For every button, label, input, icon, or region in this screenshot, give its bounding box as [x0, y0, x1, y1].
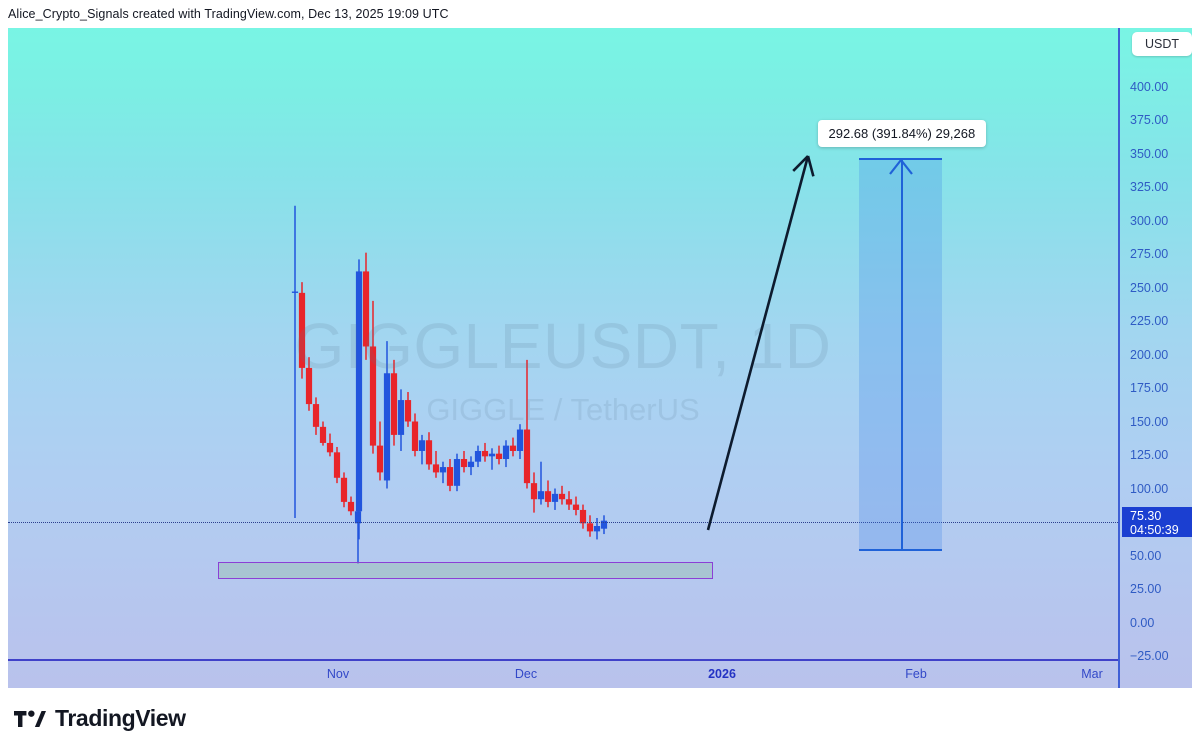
tradingview-wordmark: TradingView [55, 705, 186, 731]
price-tick: 300.00 [1130, 213, 1169, 228]
price-tick: 275.00 [1130, 247, 1169, 261]
tradingview-logo[interactable]: TradingView [14, 705, 186, 732]
current-price-badge: 75.30 04:50:39 [1122, 506, 1192, 537]
price-tick: 250.00 [1130, 280, 1169, 295]
bar-countdown: 04:50:39 [1130, 522, 1179, 537]
price-tick: 150.00 [1130, 414, 1169, 429]
price-tick: 375.00 [1130, 113, 1169, 127]
price-tick: 200.00 [1130, 347, 1169, 362]
price-tick: 400.00 [1130, 79, 1169, 94]
price-tick: 50.00 [1130, 548, 1162, 563]
time-tick: Feb [905, 667, 927, 681]
current-price-line [8, 521, 1118, 523]
price-tick: 350.00 [1130, 146, 1169, 161]
currency-tag[interactable]: USDT [1132, 32, 1192, 56]
price-tick: 25.00 [1130, 582, 1162, 596]
price-tick: 325.00 [1130, 180, 1169, 194]
footer: TradingView [0, 688, 1200, 747]
time-tick: Dec [514, 667, 538, 681]
price-tick: 175.00 [1130, 381, 1169, 395]
time-tick: Nov [326, 667, 350, 681]
tradingview-mark-icon [14, 709, 46, 727]
price-tick: 125.00 [1130, 448, 1169, 462]
projection-tooltip: 292.68 (391.84%) 29,268 [817, 120, 987, 147]
price-tick: 100.00 [1130, 481, 1169, 496]
price-tick: 0.00 [1130, 615, 1155, 630]
price-scale[interactable]: USDT 75.30 04:50:39 400.00 375.00 350.00 32… [1118, 28, 1192, 688]
attribution-header: Alice_Crypto_Signals created with Tradin… [0, 0, 1200, 28]
chart-area[interactable]: GIGGLEUSDT, 1D GIGGLE / TetherUS 292.68 … [8, 28, 1192, 688]
time-tick: 2026 [708, 667, 736, 681]
long-position-entry-line [859, 549, 942, 551]
long-position-stem [900, 158, 903, 549]
candlestick-series [291, 205, 608, 564]
price-plot[interactable]: GIGGLEUSDT, 1D GIGGLE / TetherUS 292.68 … [8, 28, 1118, 688]
time-tick: Mar [1081, 667, 1103, 681]
time-axis[interactable]: Nov Dec 2026 Feb Mar [8, 659, 1118, 688]
price-tick: −25.00 [1130, 649, 1169, 663]
rectangle-drawing[interactable] [218, 562, 713, 579]
price-tick: 225.00 [1130, 314, 1169, 328]
current-price-value: 75.30 [1130, 508, 1162, 523]
